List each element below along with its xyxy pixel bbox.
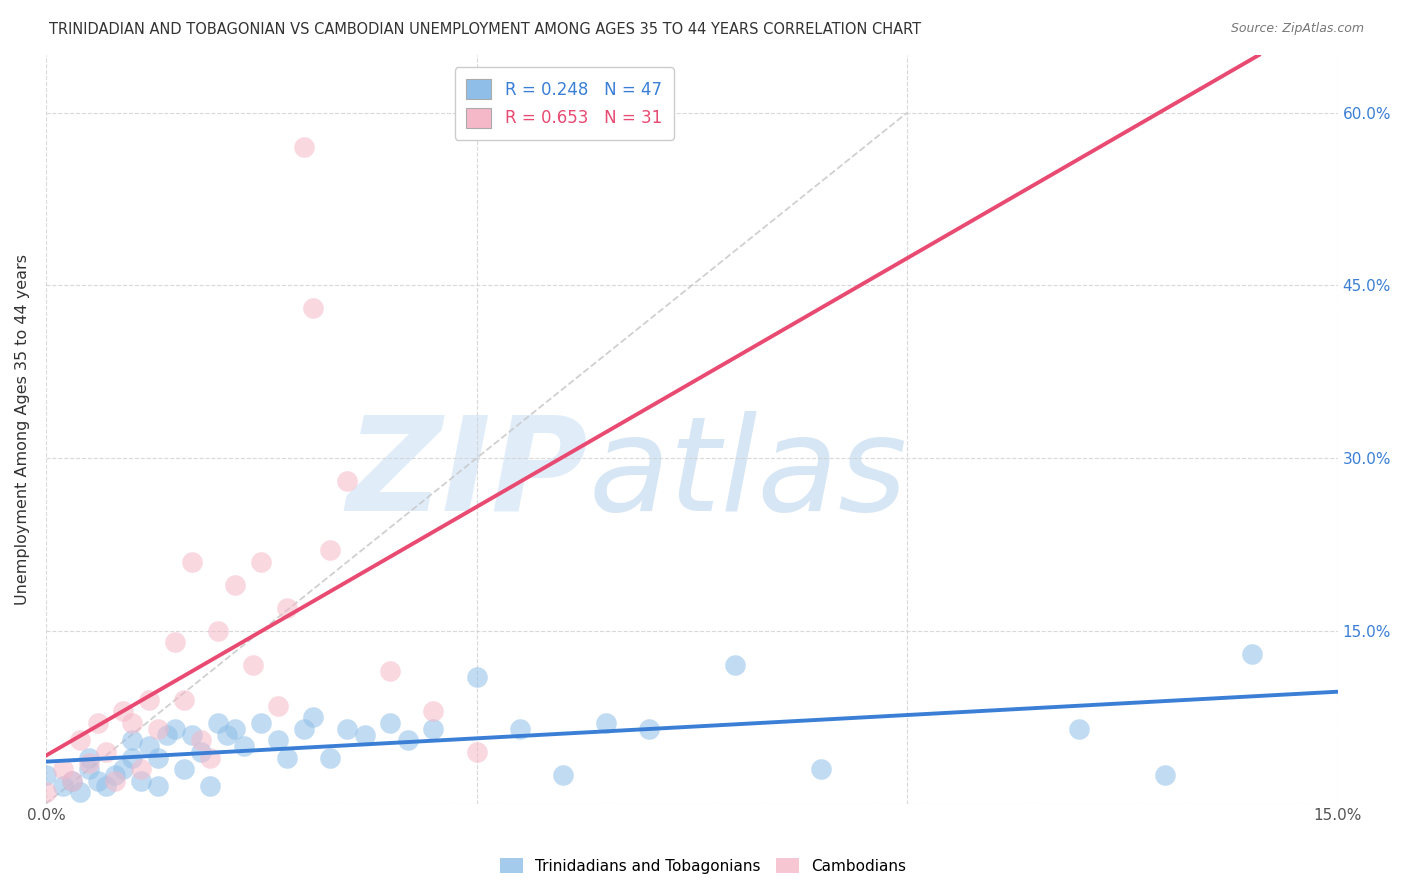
Point (276, 750, 298, 764)
Point (77, 762, 100, 776)
Point (181, 727, 204, 741)
Point (121, 733, 143, 747)
Point (77, 756, 100, 771)
Point (551, 768, 574, 782)
Text: ZIP: ZIP (347, 411, 589, 538)
Point (198, 750, 221, 764)
Legend: Trinidadians and Tobagonians, Cambodians: Trinidadians and Tobagonians, Cambodians (494, 852, 912, 880)
Point (129, 773, 152, 788)
Point (165, 635, 187, 649)
Point (146, 722, 169, 736)
Text: atlas: atlas (589, 411, 907, 538)
Point (104, 773, 127, 788)
Point (465, 670, 488, 684)
Point (173, 762, 195, 776)
Point (302, 710, 325, 724)
Point (242, 658, 264, 673)
Point (112, 762, 135, 776)
Point (353, 727, 375, 741)
Point (190, 733, 212, 747)
Point (250, 555, 273, 569)
Point (224, 578, 246, 592)
Point (35, 785, 58, 799)
Point (267, 733, 290, 747)
Point (1069, 722, 1091, 736)
Point (267, 698, 290, 713)
Point (52, 780, 75, 794)
Point (96, 745, 118, 759)
Point (207, 624, 229, 638)
Point (336, 722, 359, 736)
Point (165, 722, 187, 736)
Point (509, 722, 531, 736)
Point (60, 773, 83, 788)
Point (69, 785, 91, 799)
Point (181, 555, 204, 569)
Legend: R = 0.248   N = 47, R = 0.653   N = 31: R = 0.248 N = 47, R = 0.653 N = 31 (454, 67, 673, 139)
Point (336, 474, 359, 488)
Point (121, 750, 143, 764)
Point (319, 543, 342, 558)
Point (250, 716, 273, 731)
Point (86, 773, 108, 788)
Point (190, 745, 212, 759)
Point (138, 693, 160, 707)
Point (35, 768, 58, 782)
Point (595, 716, 617, 731)
Point (86, 716, 108, 731)
Point (52, 762, 75, 776)
Y-axis label: Unemployment Among Ages 35 to 44 years: Unemployment Among Ages 35 to 44 years (15, 254, 30, 605)
Point (129, 762, 152, 776)
Point (637, 722, 659, 736)
Point (380, 664, 402, 678)
Point (465, 745, 488, 759)
Point (396, 733, 419, 747)
Point (1240, 647, 1263, 661)
Point (121, 716, 143, 731)
Point (112, 705, 135, 719)
Point (276, 600, 298, 615)
Point (724, 658, 747, 673)
Point (77, 750, 100, 764)
Point (146, 780, 169, 794)
Point (810, 762, 832, 776)
Point (1154, 768, 1177, 782)
Point (69, 733, 91, 747)
Text: TRINIDADIAN AND TOBAGONIAN VS CAMBODIAN UNEMPLOYMENT AMONG AGES 35 TO 44 YEARS C: TRINIDADIAN AND TOBAGONIAN VS CAMBODIAN … (49, 22, 921, 37)
Point (155, 727, 177, 741)
Point (138, 739, 160, 753)
Point (146, 750, 169, 764)
Point (302, 301, 325, 316)
Point (319, 750, 342, 764)
Text: Source: ZipAtlas.com: Source: ZipAtlas.com (1230, 22, 1364, 36)
Point (96, 780, 118, 794)
Point (198, 780, 221, 794)
Point (60, 773, 83, 788)
Point (207, 716, 229, 731)
Point (233, 739, 256, 753)
Point (173, 693, 195, 707)
Point (104, 768, 127, 782)
Point (422, 722, 444, 736)
Point (422, 705, 444, 719)
Point (380, 716, 402, 731)
Point (292, 722, 315, 736)
Point (215, 727, 238, 741)
Point (224, 722, 246, 736)
Point (292, 140, 315, 154)
